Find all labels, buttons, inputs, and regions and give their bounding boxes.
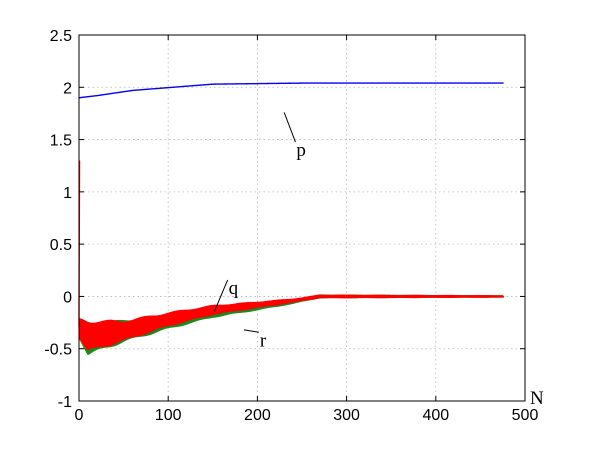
annotation-label-p: p [296,140,306,161]
annotation-label-r: r [260,330,267,351]
y-tick-label: 2.5 [50,28,72,45]
y-tick-label: -0.5 [44,342,72,359]
y-tick-label: 0 [63,289,72,306]
y-tick-label: 2 [63,80,72,97]
x-tick-label: 0 [75,407,84,424]
x-tick-label: 400 [422,407,449,424]
annotation-leader-r [243,329,259,333]
annotation-leader-p [283,112,296,143]
annotation-label-q: q [229,278,239,299]
series-layer [78,82,505,355]
ticks: 0 100 200 300 400 500 -1 -0.5 0 0.5 1 1.5 2 2.5 [44,28,538,424]
series-r-line [78,160,505,351]
annotations: p q r [214,112,306,351]
plot-background [79,35,525,401]
series-p-line [78,82,504,99]
y-tick-label: 0.5 [50,237,72,254]
y-tick-label: 1.5 [50,133,72,150]
x-tick-label: 100 [155,407,182,424]
x-tick-label: 300 [333,407,360,424]
y-tick-label: 1 [63,185,72,202]
y-tick-label: -1 [58,394,72,411]
plot-frame [78,34,526,402]
annotation-leader-q [214,279,229,312]
x-axis-label: N [530,388,544,409]
x-tick-label: 500 [512,407,539,424]
x-tick-label: 200 [244,407,271,424]
